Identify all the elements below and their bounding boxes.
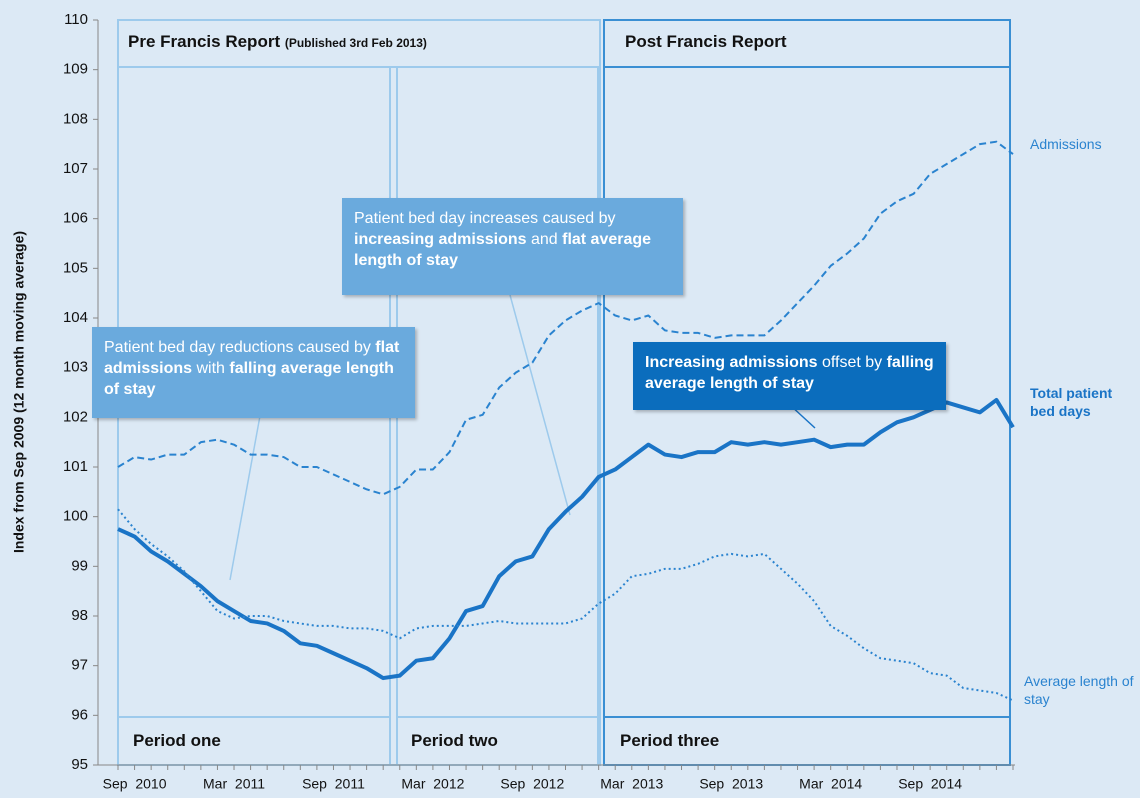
series-label: Admissions <box>1030 136 1102 152</box>
period-label: Period one <box>133 731 221 750</box>
callout-text: Increasing admissions <box>645 354 818 371</box>
series-line <box>117 140 1014 496</box>
callout: Increasing admissions offset by falling … <box>633 342 946 410</box>
y-tick-label: 102 <box>63 408 88 425</box>
pointer <box>509 294 571 516</box>
callout-text: falling average length of stay <box>645 354 934 392</box>
callout: Patient bed day reductions caused by fla… <box>92 327 415 418</box>
y-tick-label: 103 <box>63 359 88 376</box>
region-title: Pre Francis Report <box>128 32 281 51</box>
callout-text: flat admissions <box>104 339 400 377</box>
callout-text: Patient bed day increases caused by <box>354 210 616 227</box>
x-tick-label: Sep 2011 <box>302 776 365 792</box>
pointer <box>229 404 263 581</box>
callout: Patient bed day increases caused by incr… <box>342 198 683 295</box>
series-line <box>117 508 1014 702</box>
x-tick-label: Sep 2014 <box>898 776 962 792</box>
y-tick-label: 107 <box>63 160 88 177</box>
y-tick-label: 98 <box>71 607 88 624</box>
region-header: Post Francis Report <box>625 32 787 52</box>
y-tick-label: 106 <box>63 210 88 227</box>
y-tick-label: 96 <box>71 706 88 723</box>
period-label: Period two <box>411 731 498 750</box>
period-label: Period three <box>620 731 720 750</box>
y-tick-label: 109 <box>63 61 88 78</box>
callout-text: with <box>192 360 230 377</box>
callout-text: Patient bed day reductions caused by <box>104 339 376 356</box>
y-tick-label: 108 <box>63 110 88 127</box>
callout-text: increasing admissions <box>354 231 527 248</box>
callout-text: falling average length of stay <box>104 360 394 398</box>
region-note: (Published 3rd Feb 2013) <box>284 36 427 50</box>
callout-text: and <box>526 231 563 248</box>
y-tick-label: 104 <box>63 309 88 326</box>
series-label: Average length of stay <box>1024 673 1134 707</box>
x-tick-label: Mar 2011 <box>203 776 265 792</box>
y-tick-label: 97 <box>71 657 88 674</box>
region-title: Post Francis Report <box>625 32 787 51</box>
x-tick-label: Mar 2012 <box>401 776 464 792</box>
callout-text: flat average length of stay <box>354 231 652 269</box>
region-header: Pre Francis Report (Published 3rd Feb 20… <box>128 32 427 52</box>
x-tick-label: Sep 2012 <box>500 776 564 792</box>
y-tick-label: 100 <box>63 508 88 525</box>
y-tick-label: 110 <box>64 11 88 28</box>
y-tick-label: 99 <box>71 557 88 574</box>
y-tick-label: 95 <box>71 756 88 773</box>
x-tick-label: Sep 2010 <box>103 776 167 792</box>
y-tick-label: 105 <box>63 259 88 276</box>
y-tick-label: 101 <box>63 458 88 475</box>
x-tick-label: Mar 2013 <box>600 776 663 792</box>
callout-text: offset by <box>817 354 887 371</box>
series-line <box>117 397 1015 681</box>
series-label: Total patient bed days <box>1030 385 1113 419</box>
x-tick-label: Mar 2014 <box>799 776 862 792</box>
x-tick-label: Sep 2013 <box>699 776 763 792</box>
y-axis-label: Index from Sep 2009 (12 month moving ave… <box>11 231 27 553</box>
